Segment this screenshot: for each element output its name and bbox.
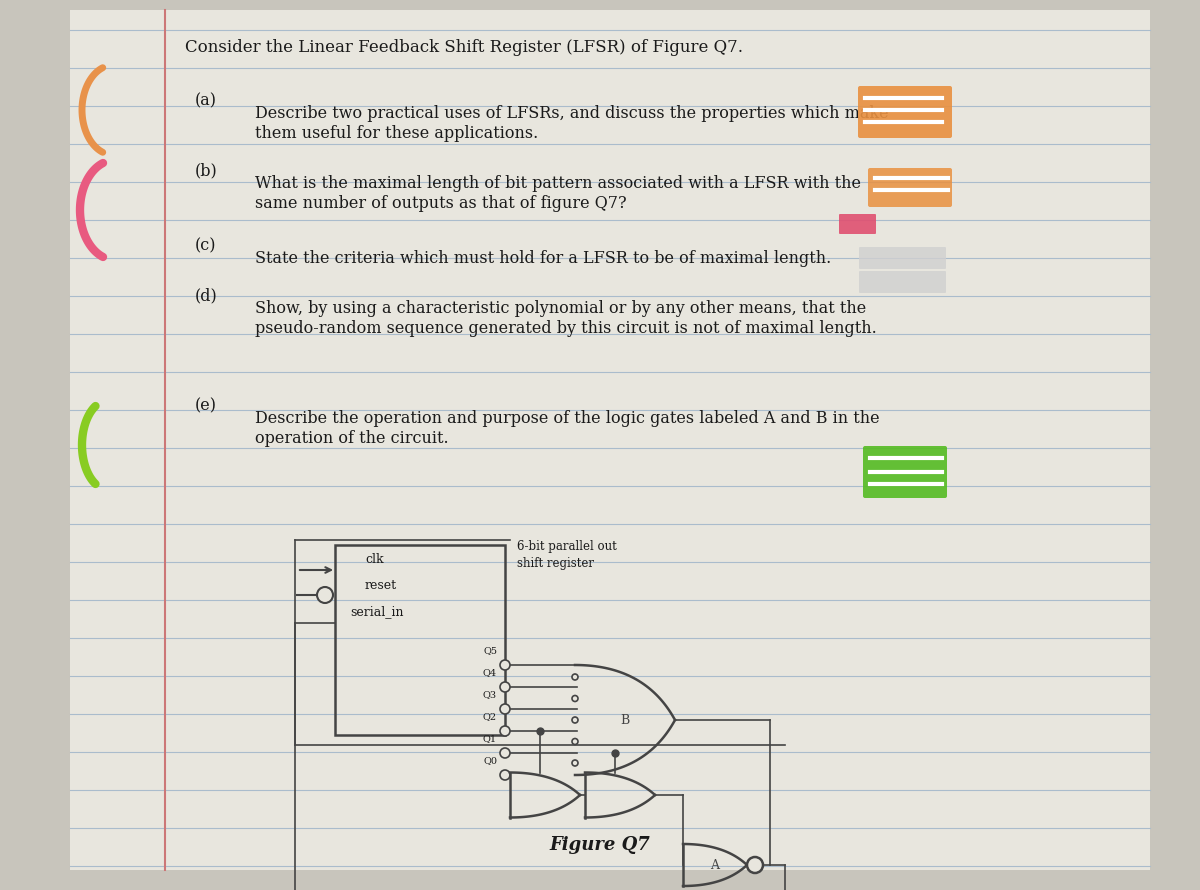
Circle shape (500, 770, 510, 780)
Circle shape (572, 695, 578, 701)
Text: State the criteria which must hold for a LFSR to be of maximal length.: State the criteria which must hold for a… (256, 250, 832, 267)
Text: Show, by using a characteristic polynomial or by any other means, that the
pseud: Show, by using a characteristic polynomi… (256, 300, 877, 336)
Text: serial_in: serial_in (350, 605, 403, 618)
Circle shape (500, 704, 510, 714)
Text: 6-bit parallel out: 6-bit parallel out (517, 540, 617, 553)
Circle shape (572, 760, 578, 766)
Text: (c): (c) (194, 237, 216, 254)
FancyBboxPatch shape (839, 214, 876, 234)
Text: clk: clk (365, 553, 384, 566)
Circle shape (572, 717, 578, 723)
Circle shape (500, 660, 510, 670)
Circle shape (572, 739, 578, 745)
Text: Q5: Q5 (482, 646, 497, 655)
Text: Consider the Linear Feedback Shift Register (LFSR) of Figure Q7.: Consider the Linear Feedback Shift Regis… (185, 39, 743, 56)
FancyBboxPatch shape (859, 247, 946, 269)
Text: B: B (620, 714, 630, 726)
FancyBboxPatch shape (863, 446, 947, 498)
Text: Q3: Q3 (482, 690, 497, 699)
FancyBboxPatch shape (858, 86, 952, 138)
Text: What is the maximal length of bit pattern associated with a LFSR with the
same n: What is the maximal length of bit patter… (256, 175, 862, 212)
Circle shape (572, 674, 578, 680)
Circle shape (500, 748, 510, 758)
Text: (d): (d) (194, 287, 217, 304)
Text: Figure Q7: Figure Q7 (550, 836, 650, 854)
Text: (a): (a) (194, 92, 217, 109)
Text: Q4: Q4 (482, 668, 497, 677)
Circle shape (500, 726, 510, 736)
Text: Q2: Q2 (482, 712, 497, 721)
Text: (b): (b) (194, 162, 217, 179)
Text: Describe the operation and purpose of the logic gates labeled A and B in the
ope: Describe the operation and purpose of th… (256, 410, 880, 447)
Text: Q0: Q0 (482, 756, 497, 765)
Bar (335, 545, 505, 735)
Text: Describe two practical uses of LFSRs, and discuss the properties which make
them: Describe two practical uses of LFSRs, an… (256, 105, 889, 142)
Text: shift register: shift register (517, 557, 594, 570)
Circle shape (746, 857, 763, 873)
FancyBboxPatch shape (868, 168, 952, 207)
Circle shape (317, 587, 334, 603)
FancyBboxPatch shape (859, 271, 946, 293)
Text: Q1: Q1 (482, 734, 497, 743)
Text: A: A (710, 859, 720, 871)
Text: (e): (e) (194, 397, 217, 414)
Circle shape (500, 682, 510, 692)
Text: reset: reset (365, 579, 397, 592)
